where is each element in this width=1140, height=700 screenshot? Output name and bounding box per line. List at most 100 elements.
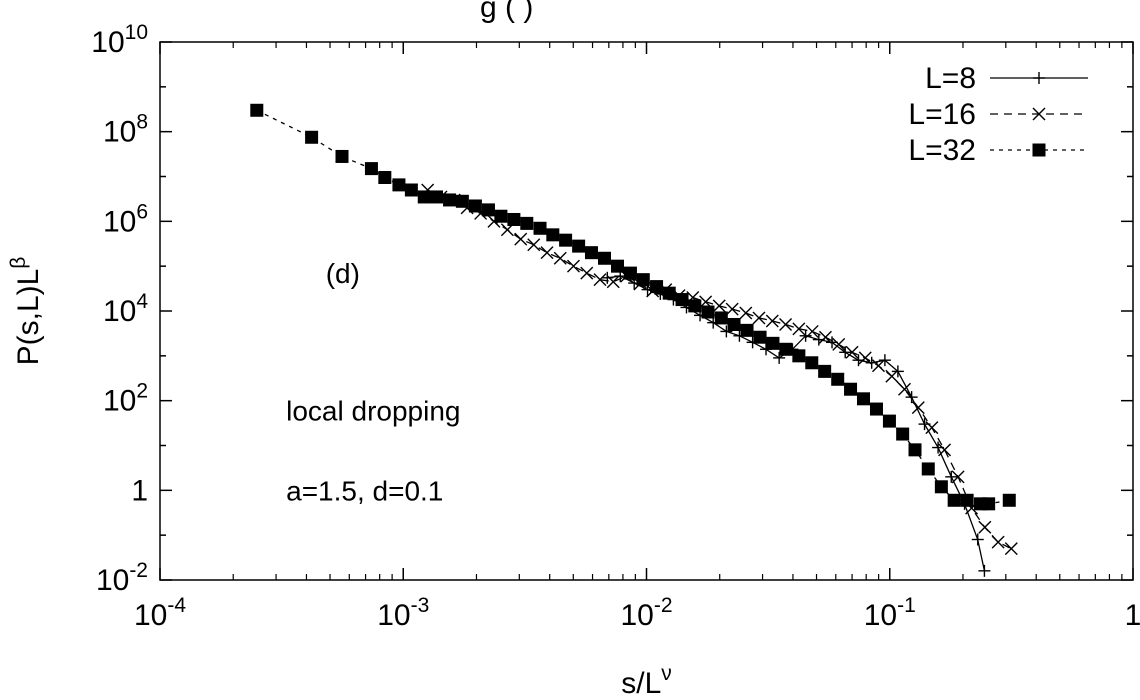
data-point [606, 275, 620, 289]
data-point [818, 364, 832, 378]
data-point [882, 414, 896, 428]
x-tick-label: 10-1 [864, 594, 916, 632]
series-layer [250, 103, 1018, 577]
data-point [335, 149, 349, 163]
x-tick-label: 10-4 [134, 594, 186, 632]
series-l16 [421, 183, 1018, 556]
data-point [455, 194, 469, 208]
legend-marker [1033, 72, 1045, 84]
data-point [891, 365, 904, 378]
data-point [752, 311, 766, 325]
data-point [520, 216, 534, 230]
data-point [753, 330, 767, 344]
x-tick-label: 1 [1125, 599, 1140, 632]
x-axis-title: s/Lν [621, 662, 672, 700]
data-point [430, 190, 444, 204]
data-point [896, 427, 910, 441]
clipped-title-fragment: g ( ) [480, 0, 533, 24]
data-point [869, 402, 883, 416]
data-point [572, 239, 586, 253]
data-point [527, 238, 541, 252]
data-point [598, 251, 612, 265]
data-point [779, 342, 793, 356]
legend-entry: L=8 [925, 62, 1088, 95]
legend: L=8L=16L=32 [908, 62, 1088, 167]
data-point [905, 391, 918, 404]
data-point [818, 330, 832, 344]
data-point [872, 359, 885, 373]
data-point [623, 266, 637, 280]
legend-marker [1032, 143, 1046, 157]
data-point [982, 497, 996, 511]
data-point [945, 470, 958, 483]
data-point [566, 259, 580, 273]
data-point [831, 372, 845, 386]
y-tick-label: 102 [103, 380, 148, 418]
data-point [740, 323, 754, 337]
x-tick-label: 10-3 [377, 594, 429, 632]
data-point [978, 564, 991, 577]
data-point [727, 317, 741, 331]
legend-label: L=32 [908, 134, 976, 167]
data-point [978, 520, 992, 534]
data-point [845, 345, 859, 359]
series-l32 [250, 103, 1016, 511]
annotation: a=1.5, d=0.1 [286, 475, 443, 506]
data-point [839, 346, 852, 359]
data-point [805, 324, 819, 338]
data-point [971, 533, 984, 546]
y-axis-title: P(s,L)Lβ [7, 257, 45, 366]
data-point [701, 305, 715, 319]
legend-label: L=8 [925, 62, 976, 95]
data-point [739, 306, 753, 320]
data-point [553, 251, 567, 265]
annotations: (d) local dropping a=1.5, d=0.1 [286, 258, 460, 506]
data-point [857, 392, 871, 406]
data-point [766, 336, 780, 350]
data-point [938, 443, 952, 457]
y-tick-label: 104 [103, 290, 148, 328]
data-point [481, 203, 495, 217]
data-point [601, 271, 614, 284]
data-point [725, 302, 739, 316]
axis-ticks [159, 41, 1134, 581]
data-point [951, 470, 965, 484]
data-point [832, 337, 846, 351]
y-tick-label: 1 [131, 474, 148, 507]
data-point [934, 480, 948, 494]
data-point [417, 190, 431, 204]
data-point [799, 329, 812, 342]
data-point [364, 162, 378, 176]
data-point [611, 259, 625, 273]
data-point [533, 221, 547, 235]
data-point [908, 443, 922, 457]
data-point [507, 212, 521, 226]
data-point [404, 183, 418, 197]
data-point [805, 356, 819, 370]
data-point [844, 382, 858, 396]
legend-entry: L=32 [908, 134, 1088, 167]
data-point [885, 369, 899, 383]
data-point [540, 246, 554, 260]
data-point [593, 273, 607, 287]
data-point [468, 199, 482, 213]
data-point [250, 103, 264, 117]
legend-marker [1032, 107, 1046, 121]
axis-tick-labels: 10-4 10-3 10-2 10-1 1 10-2 1 102 104 106 108 1010 [91, 21, 1140, 632]
data-point [765, 314, 779, 328]
data-point [991, 535, 1005, 549]
data-point [720, 325, 733, 338]
data-point [773, 351, 786, 364]
data-point [947, 493, 961, 507]
data-point [921, 462, 935, 476]
data-point [378, 170, 392, 184]
data-point [858, 351, 872, 365]
data-point [960, 493, 974, 507]
data-point [559, 233, 573, 247]
data-point [443, 193, 457, 207]
y-tick-label: 1010 [91, 21, 148, 59]
y-tick-label: 108 [103, 111, 148, 149]
x-tick-label: 10-2 [620, 594, 672, 632]
annotation: local dropping [286, 396, 460, 427]
data-point [911, 401, 925, 415]
